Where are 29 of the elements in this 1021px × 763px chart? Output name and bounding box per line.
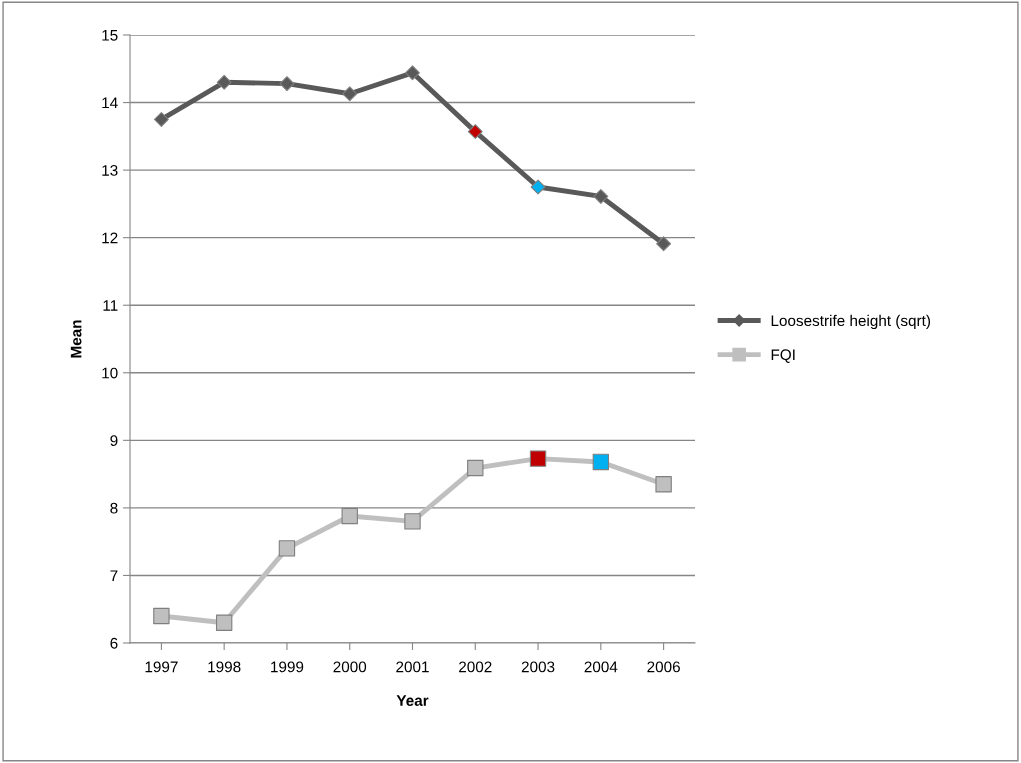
x-tick-label: 2006 [647,661,680,673]
point [592,453,610,471]
legend-label: Loosestrife height (sqrt) [771,314,931,330]
y-tick-label: 6 [110,637,118,649]
x-tick-label: 2000 [333,661,367,673]
point [467,459,484,477]
point [341,507,358,525]
x-axis-title: Year [396,695,429,706]
x-tick-label: 2003 [521,661,555,673]
x-tick-label: 2004 [584,661,618,673]
x-tick-label: 1998 [208,661,241,673]
point [529,450,547,467]
y-tick-label: 13 [102,164,118,176]
legend-label: FQI [771,349,795,363]
y-tick-label: 8 [110,502,118,514]
y-tick-label: 9 [110,435,118,447]
x-tick-label: 2002 [459,661,492,673]
point [153,607,170,625]
point [278,540,296,557]
x-tick-label: 2001 [396,661,429,673]
y-axis-title: Mean [70,320,82,358]
y-tick-label: 11 [103,300,118,311]
x-tick-label: 1997 [145,661,178,673]
y-tick-label: 12 [102,232,118,244]
x-tick-label: 1999 [271,661,304,673]
y-tick-label: 7 [110,570,118,581]
y-tick-label: 14 [102,97,118,109]
y-tick-label: 15 [102,30,118,41]
y-tick-label: 10 [102,367,118,379]
